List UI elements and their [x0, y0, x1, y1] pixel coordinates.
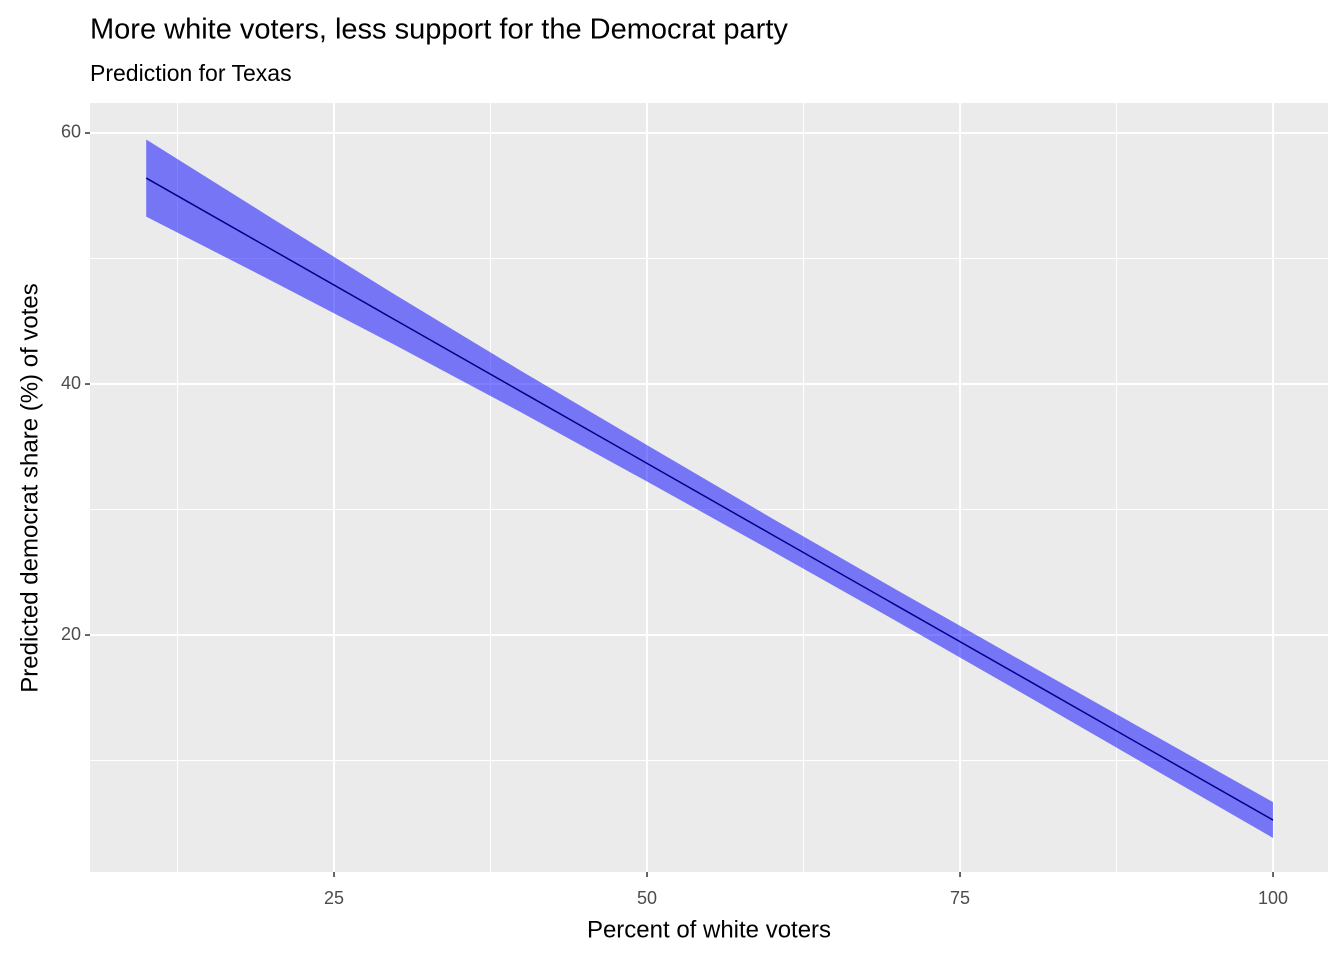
- y-axis-title: Predicted democrat share (%) of votes: [16, 283, 43, 693]
- x-tick-label: 25: [324, 888, 344, 908]
- y-tick-label: 60: [61, 122, 81, 142]
- x-tick-label: 75: [950, 888, 970, 908]
- x-tick-label: 50: [637, 888, 657, 908]
- chart-subtitle: Prediction for Texas: [90, 60, 292, 86]
- chart-title: More white voters, less support for the …: [90, 14, 788, 46]
- x-axis-title: Percent of white voters: [587, 916, 831, 943]
- confidence-band: [146, 139, 1274, 838]
- y-tick-label: 40: [61, 373, 81, 393]
- y-tick-label: 20: [61, 624, 81, 644]
- x-tick-label: 100: [1258, 888, 1288, 908]
- line: [145, 177, 1274, 821]
